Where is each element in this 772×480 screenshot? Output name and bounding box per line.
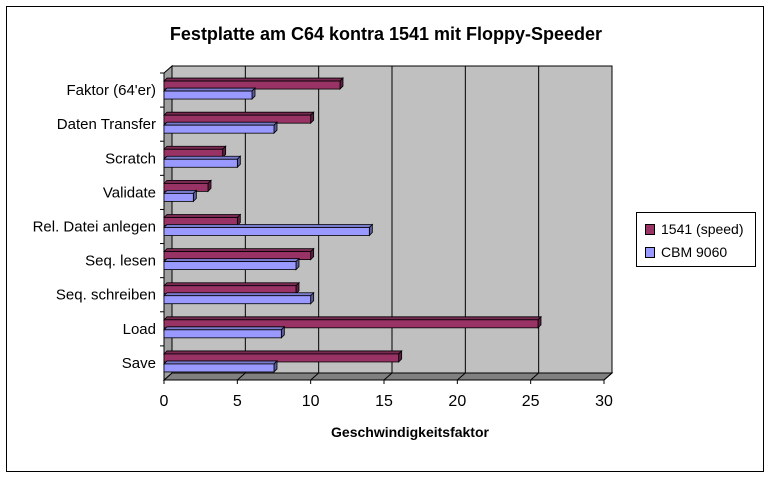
bar-cbm-9060-save (163, 363, 275, 373)
y-tick-label-daten-transfer: Daten Transfer (57, 116, 156, 133)
x-tick-label-0: 0 (160, 393, 169, 410)
bar-cbm-9060-seq-lesen (163, 261, 297, 271)
y-tick-label-faktor-64-er: Faktor (64'er) (66, 82, 156, 99)
bar-cbm-9060-rel-datei-anlegen-top (163, 224, 374, 228)
y-tick-label-load: Load (123, 321, 156, 338)
bar-cbm-9060-load-top (163, 326, 286, 331)
bar-cbm-9060-daten-transfer-top (163, 121, 278, 126)
bar-1541-speed-rel-datei-anlegen-top (163, 214, 242, 218)
bar-cbm-9060-faktor-64-er (163, 90, 253, 100)
bar-cbm-9060-validate-top (163, 189, 198, 194)
bar-1541-speed-faktor-64-er-top (163, 77, 344, 82)
gridline-floor-10 (310, 372, 319, 381)
bar-1541-speed-load-top (163, 316, 542, 321)
bar-cbm-9060-faktor-64-er-top (163, 87, 256, 92)
x-tick-label-15: 15 (375, 393, 393, 410)
y-tick-label-validate: Validate (103, 184, 156, 201)
bar-cbm-9060-scratch-top (163, 155, 242, 160)
bar-1541-speed-daten-transfer-top (163, 111, 315, 116)
legend-item-cbm9060: CBM 9060 (645, 243, 727, 261)
bar-cbm-9060-daten-transfer (163, 124, 275, 134)
bar-1541-speed-load (163, 319, 539, 329)
gridline-floor-20 (457, 372, 466, 381)
x-tick-label-5: 5 (233, 393, 242, 410)
chart-title: Festplatte am C64 kontra 1541 mit Floppy… (169, 24, 603, 44)
y-tick-label-rel-datei-anlegen: Rel. Datei anlegen (33, 219, 156, 236)
bar-cbm-9060-seq-schreiben (163, 295, 312, 305)
gridline-floor-15 (383, 372, 393, 381)
legend-label-1541: 1541 (speed) (661, 221, 744, 237)
bar-cbm-9060-rel-datei-anlegen (163, 227, 370, 236)
bar-cbm-9060-scratch (163, 158, 238, 168)
legend-label-cbm9060: CBM 9060 (661, 244, 728, 260)
gridline-floor-30 (603, 372, 613, 381)
legend: 1541 (speed) CBM 9060 (636, 212, 756, 267)
bar-1541-speed-scratch-top (163, 145, 227, 150)
x-axis-label: Geschwindigkeitsfaktor (331, 424, 489, 440)
gridline-floor-25 (530, 372, 539, 381)
bar-1541-speed-save-top (163, 350, 403, 355)
x-tick-label-30: 30 (595, 393, 613, 410)
legend-swatch-cbm9060 (645, 246, 655, 258)
legend-swatch-1541 (645, 223, 655, 235)
bar-cbm-9060-validate (163, 192, 194, 202)
y-tick-label-seq-lesen: Seq. lesen (85, 253, 156, 270)
bar-cbm-9060-load (163, 329, 282, 339)
bar-cbm-9060-seq-lesen-top (163, 258, 300, 263)
y-tick-label-scratch: Scratch (105, 150, 156, 167)
x-tick-label-20: 20 (448, 393, 466, 410)
bar-cbm-9060-save-top (163, 360, 278, 365)
y-tick-label-seq-schreiben: Seq. schreiben (56, 287, 156, 304)
x-tick-label-10: 10 (302, 393, 320, 410)
legend-item-1541: 1541 (speed) (645, 220, 744, 238)
bar-1541-speed-validate-top (163, 179, 212, 184)
x-tick-label-25: 25 (522, 393, 540, 410)
gridline-floor-5 (237, 372, 246, 381)
bar-1541-speed-seq-lesen-top (163, 248, 315, 253)
bar-cbm-9060-seq-schreiben-top (163, 292, 315, 297)
y-tick-label-save: Save (122, 355, 156, 372)
bar-1541-speed-seq-schreiben-top (163, 282, 300, 287)
bar-1541-speed-save (163, 353, 400, 363)
